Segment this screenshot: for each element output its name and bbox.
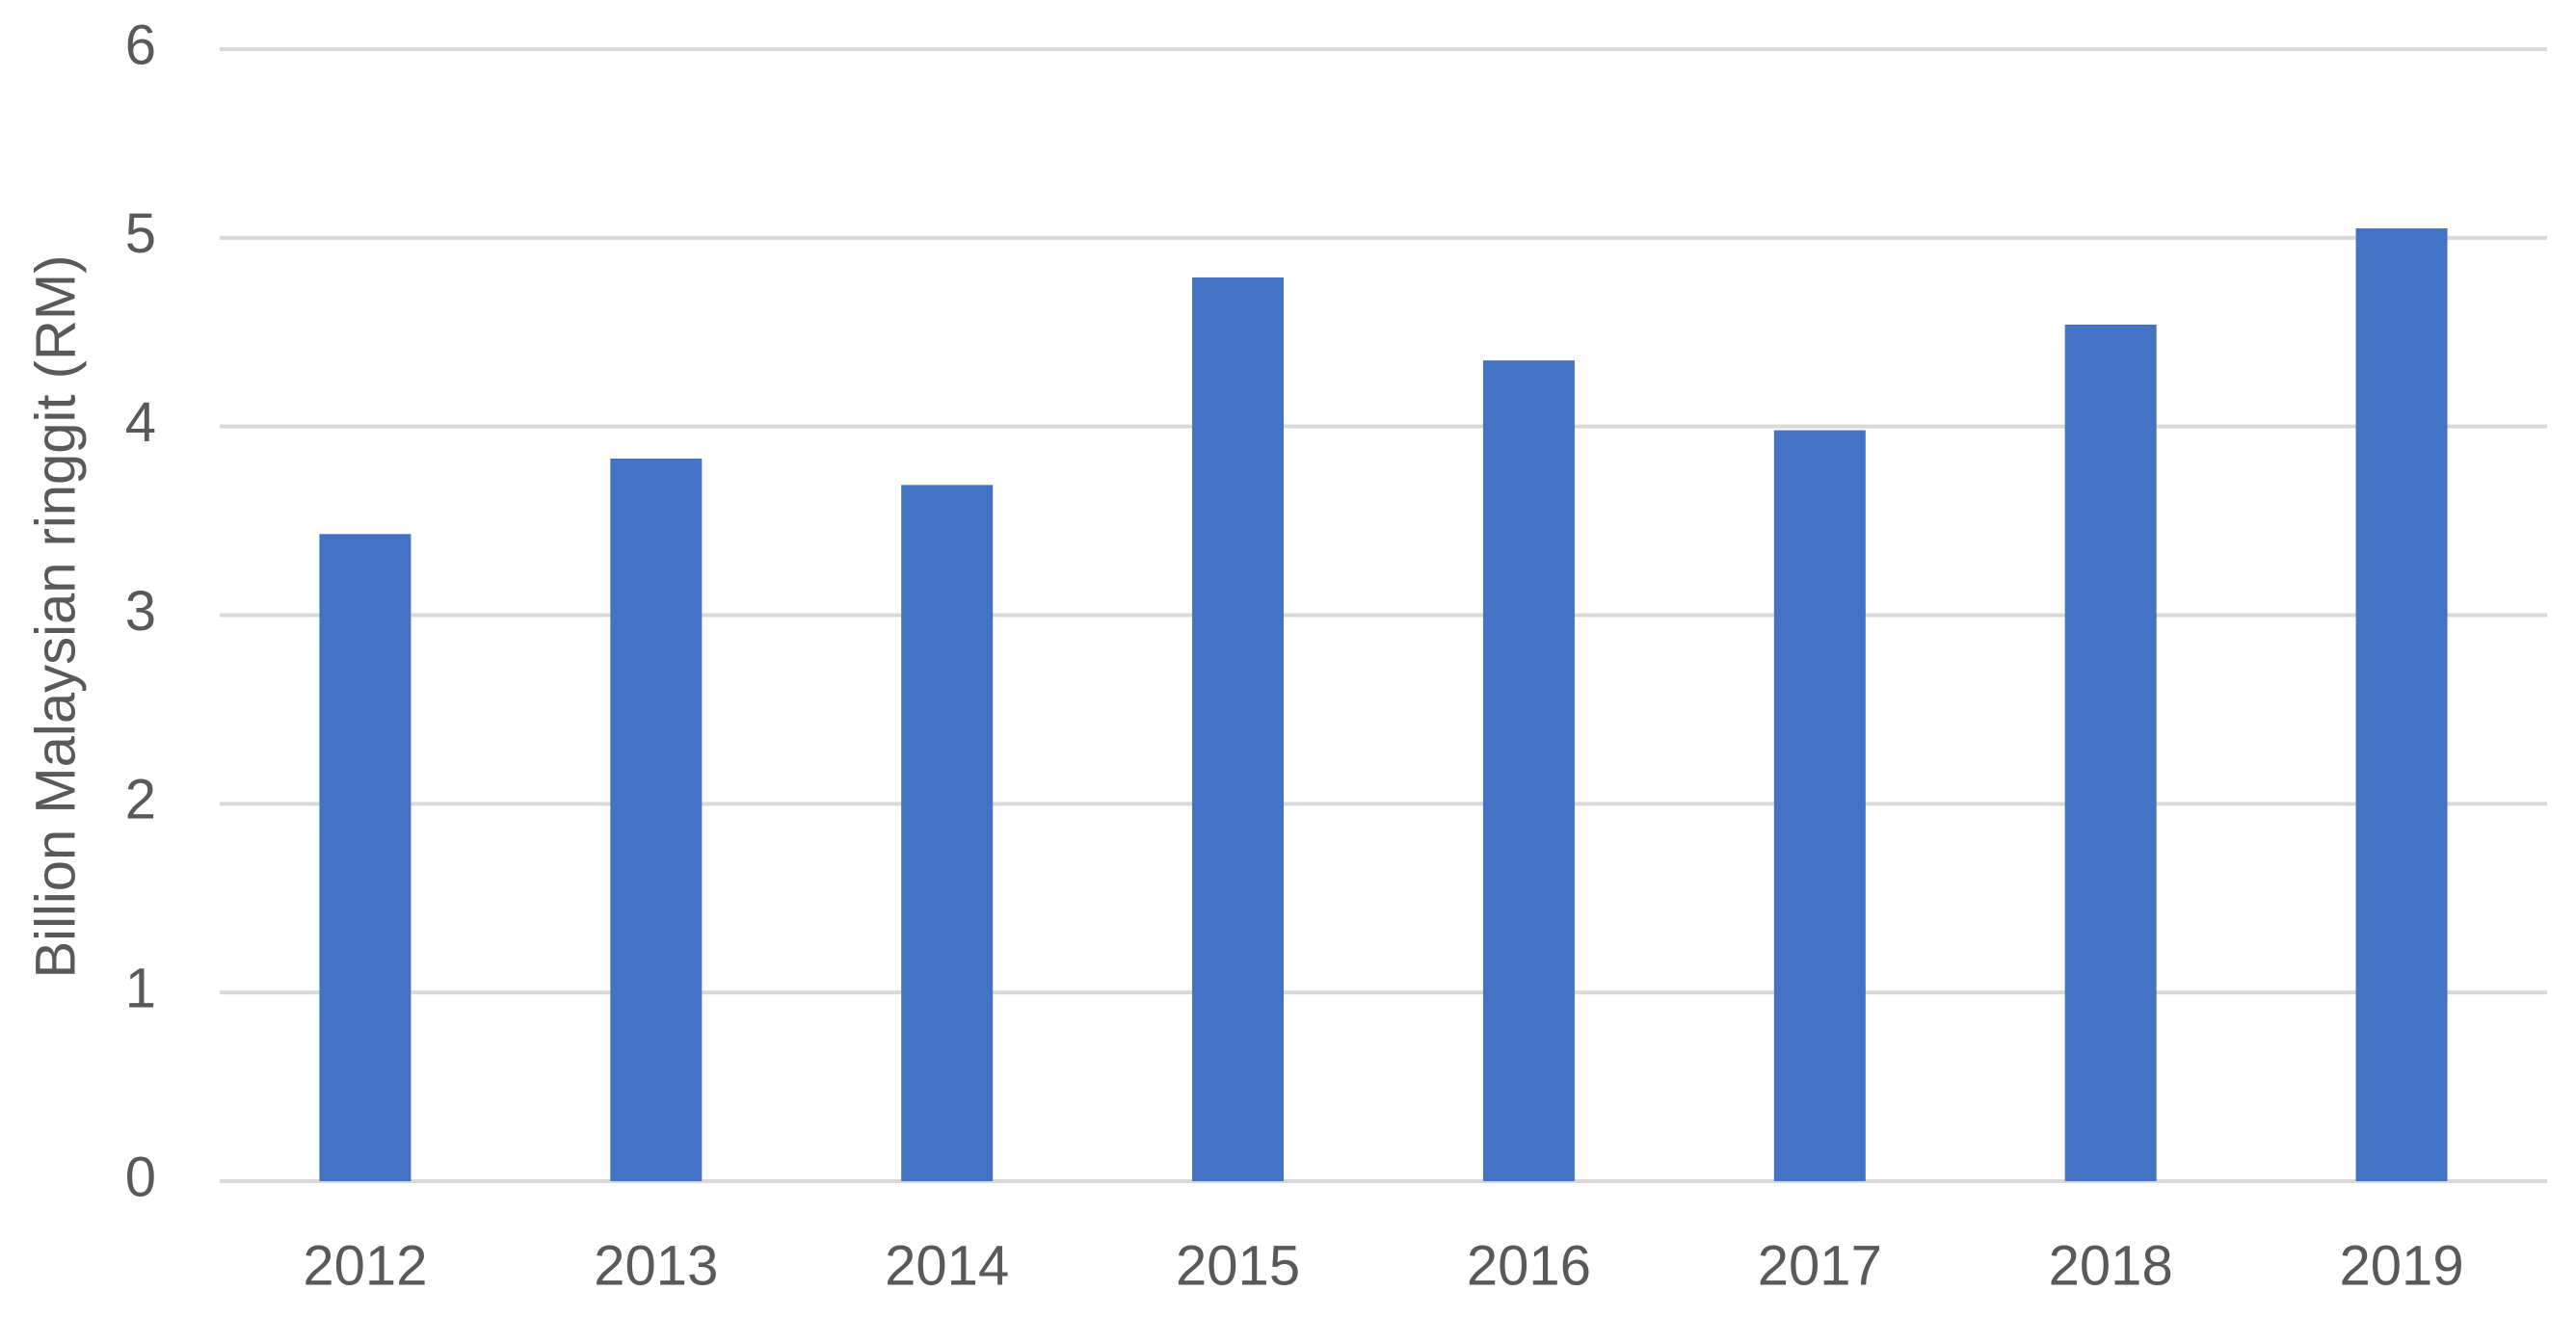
bar — [2355, 228, 2448, 1181]
bar — [2064, 324, 2157, 1182]
bar — [901, 485, 994, 1181]
x-tick-label: 2016 — [1467, 1234, 1591, 1297]
bar — [319, 534, 412, 1181]
x-tick-label: 2013 — [594, 1234, 718, 1297]
y-tick-label: 6 — [125, 13, 156, 76]
y-tick-label: 5 — [125, 202, 156, 265]
y-tick-label: 0 — [125, 1146, 156, 1208]
y-tick-label: 2 — [125, 769, 156, 831]
x-tick-label: 2012 — [303, 1234, 427, 1297]
bar — [1773, 430, 1866, 1181]
x-tick-label: 2019 — [2340, 1234, 2464, 1297]
y-tick-label: 4 — [125, 391, 156, 454]
y-axis-title: Billion Malaysian ringgit (RM) — [24, 255, 87, 979]
bar — [610, 458, 703, 1181]
bar — [1192, 277, 1285, 1181]
y-tick-label: 3 — [125, 580, 156, 643]
x-tick-label: 2018 — [2049, 1234, 2173, 1297]
x-tick-label: 2017 — [1758, 1234, 1882, 1297]
x-tick-label: 2014 — [885, 1234, 1009, 1297]
bar — [1482, 360, 1575, 1181]
x-tick-label: 2015 — [1176, 1234, 1300, 1297]
y-tick-label: 1 — [125, 957, 156, 1019]
